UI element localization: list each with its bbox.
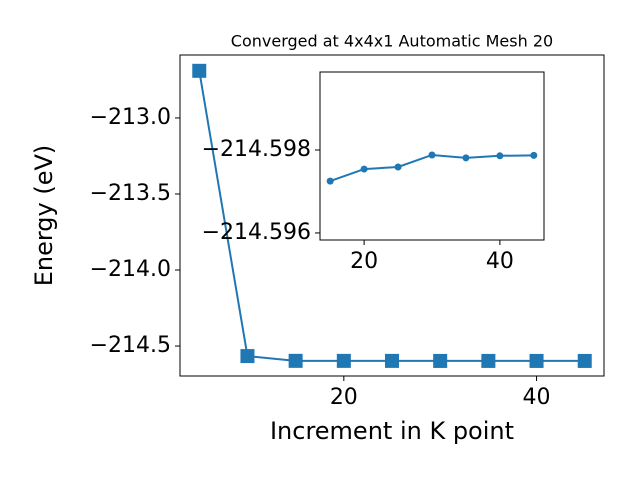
marker [433,353,448,368]
marker [336,353,351,368]
x-tick-label: 40 [486,249,514,274]
marker [530,151,538,159]
x-tick-label: 40 [523,385,551,410]
x-tick-label: 20 [350,249,378,274]
marker [529,353,544,368]
y-tick-label: −214.598 [202,137,311,162]
marker [462,154,470,162]
marker [192,63,207,78]
marker [428,151,436,159]
marker [326,177,334,185]
y-tick-label: −214.0 [90,257,171,282]
x-tick-label: 20 [330,385,358,410]
y-tick-label: −214.596 [202,220,311,245]
marker [288,353,303,368]
marker [394,163,402,171]
y-tick-label: −213.5 [90,181,171,206]
marker [240,349,255,364]
chart-title: Converged at 4x4x1 Automatic Mesh 20 [231,32,553,51]
marker [360,165,368,173]
marker [577,353,592,368]
x-axis-label: Increment in K point [270,417,514,445]
y-axis-label: Energy (eV) [30,145,58,287]
marker [496,152,504,160]
marker [385,353,399,368]
marker [481,353,496,368]
y-tick-label: −213.0 [90,105,171,130]
y-tick-label: −214.5 [90,333,171,358]
